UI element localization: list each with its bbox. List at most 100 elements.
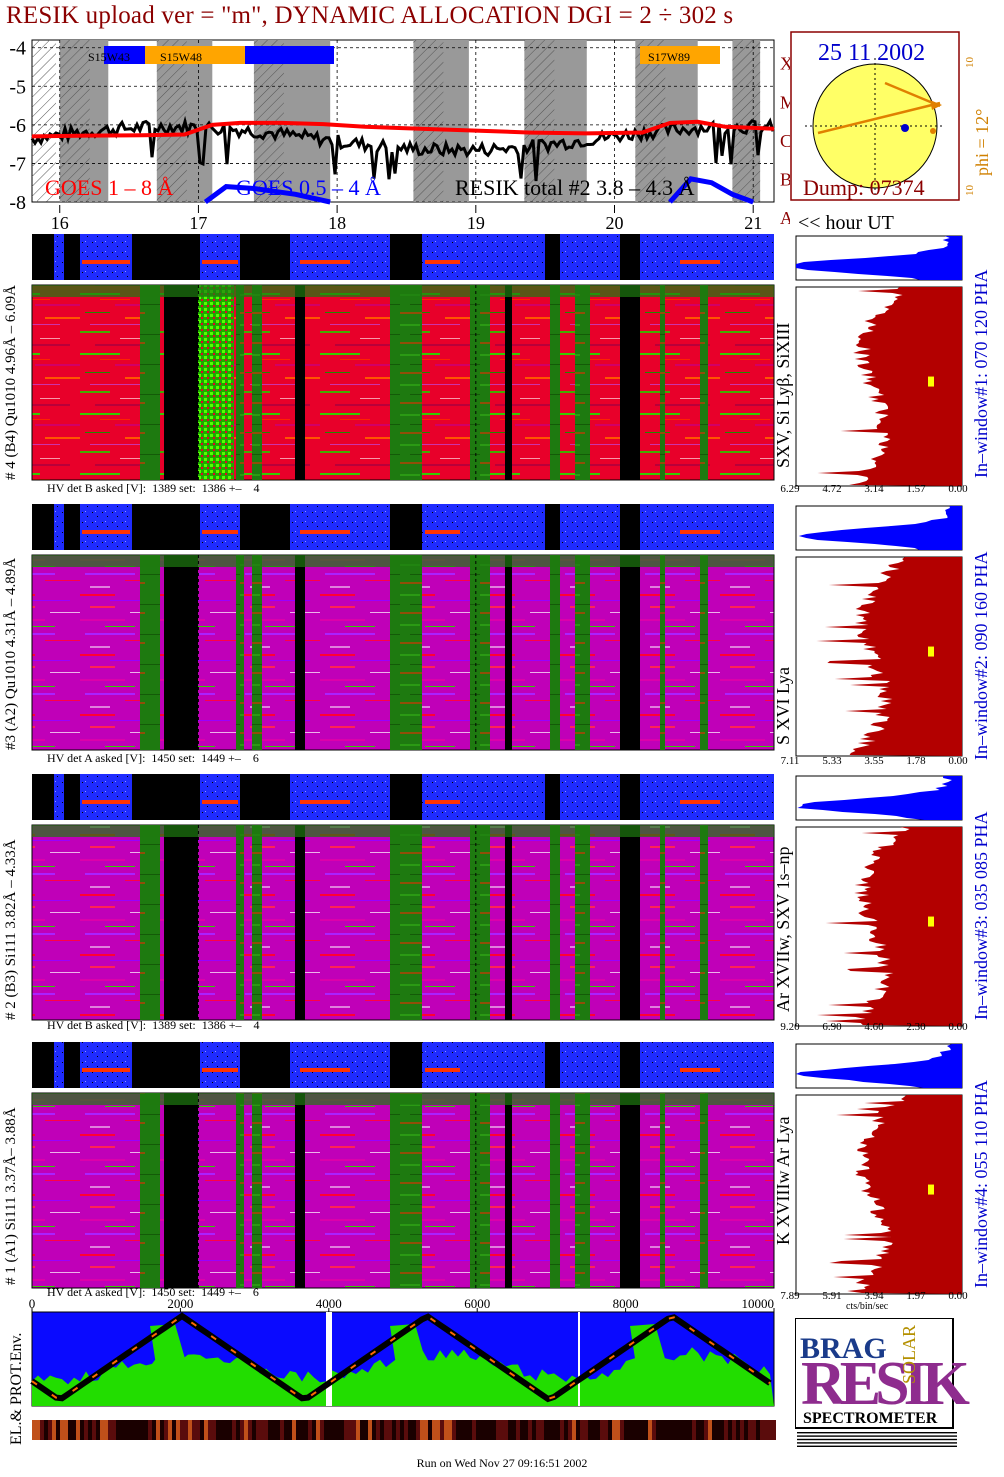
series-1-point (419, 128, 421, 130)
series-2-point (225, 186, 227, 188)
window-label-2: In–window#2: 090 160 PHA (971, 551, 991, 760)
env-green-region (32, 1324, 774, 1406)
page-title: RESIK upload ver = "m", DYNAMIC ALLOCATI… (6, 2, 734, 29)
hv-readout-3: HV det B asked [V]: 1389 set: 1386 +– 4 (47, 1018, 260, 1032)
legend-goes-long: GOES 1 – 8 Å (45, 175, 173, 200)
pha-tick: 5.91 (822, 1290, 841, 1302)
series-2-point (295, 193, 297, 195)
bottom-tick: 8000 (613, 1296, 639, 1311)
run-timestamp: Run on Wed Nov 27 09:16:51 2002 (416, 1456, 588, 1470)
logo-spectrometer: SPECTROMETER (803, 1410, 938, 1427)
environment-panel: 0 2000 4000 6000 8000 10000 (29, 1296, 776, 1440)
panel-3 (31, 774, 963, 1027)
logo-resik: RESIK (801, 1350, 970, 1418)
legend-resik-total: RESIK total #2 3.8 – 4.3 Å (455, 175, 695, 200)
window-label-1: In–window#1: 070 120 PHA (971, 269, 991, 478)
pha-mini-fill (798, 506, 962, 550)
spectral-panels (31, 234, 963, 1295)
line-trace (82, 530, 130, 534)
line-trace (425, 260, 460, 264)
line-trace (300, 530, 350, 534)
goes-class-B: B (780, 169, 790, 189)
orbit-track-hot (31, 1314, 771, 1401)
solar-disk-panel: 25 11 2002 Dump: 07374 phi = 12° 10 10 (790, 31, 992, 201)
channel-label-2: #3 (A2) Qu1010 4.31Å – 4.89Å (3, 557, 19, 750)
night-shading (32, 40, 761, 202)
hour-tick: 17 (189, 213, 207, 233)
pha-tick: 4.72 (822, 483, 841, 495)
ar-bar-orange-2 (640, 46, 720, 64)
goes-series (31, 119, 775, 205)
series-1-point (773, 128, 775, 130)
hatch-band (32, 40, 56, 202)
pha-xticks-4: 7.89 5.91 3.94 1.97 0.00 (780, 1290, 968, 1302)
line-trace (300, 800, 350, 804)
series-3-point (711, 182, 713, 184)
goes-y-tick: -7 (9, 153, 26, 175)
line-trace (202, 1068, 238, 1072)
series-1-point (641, 132, 643, 134)
series-3-point (752, 201, 754, 203)
pha-tick: 1.78 (906, 755, 926, 767)
pha-xticks-1: 6.29 4.72 3.14 1.57 0.00 (780, 483, 968, 495)
line-trace (202, 530, 238, 534)
logo-solar: SOLAR (899, 1325, 919, 1384)
series-3-point (690, 178, 692, 180)
series-1-point (86, 135, 88, 137)
line-trace (425, 800, 460, 804)
pha-tick: 3.14 (864, 483, 884, 495)
ar-bar-orange (145, 46, 245, 64)
goes-y-tick: -6 (9, 115, 26, 137)
series-1-point (669, 122, 671, 124)
pha-mini-fill (796, 236, 962, 280)
legend-goes-short: GOES 0.5 – 4 Å (236, 175, 381, 200)
hour-axis-label: << hour UT (798, 212, 894, 234)
pha-marker (928, 646, 934, 657)
window-label-3: In–window#3: 035 085 PHA (971, 811, 991, 1020)
line-trace (425, 1068, 460, 1072)
goes-y-tick: -5 (9, 76, 26, 98)
pha-spectrum-fill (829, 1095, 962, 1294)
pha-tick: 6.90 (822, 1021, 842, 1033)
resik-count-curve (30, 115, 775, 182)
channel-label-3: # 2 (B3) Si111 3.82Å – 4.33Å (3, 839, 19, 1020)
pha-tick: 1.97 (906, 1290, 926, 1302)
series-1-point (530, 132, 532, 134)
series-1-point (281, 122, 283, 124)
pha-spectrum-fill (817, 287, 962, 486)
pha-tick: 7.89 (780, 1290, 800, 1302)
pha-tick: 9.20 (780, 1021, 800, 1033)
line-trace (202, 800, 238, 804)
bottom-tick: 6000 (464, 1296, 490, 1311)
pha-tick: 0.00 (948, 483, 968, 495)
series-1-point (364, 126, 366, 128)
goes-y-tick: -8 (9, 192, 26, 214)
goes-class-A: A (780, 208, 790, 228)
series-3-point (731, 193, 733, 195)
series-1-point (184, 134, 186, 135)
hour-axis: 16 17 18 19 20 21 << hour UT (51, 205, 894, 234)
line-trace (300, 260, 350, 264)
series-2-point (253, 188, 255, 189)
pha-tick: 0.00 (948, 1290, 968, 1302)
lines-label-4: K XVIIIw Ar Lya (773, 1116, 793, 1245)
pha-tick: 0.00 (948, 755, 968, 767)
hv-readout-1: HV det B asked [V]: 1389 set: 1386 +– 4 (47, 481, 260, 495)
bottom-tick: 0 (29, 1296, 36, 1311)
pha-tick: 4.60 (864, 1021, 884, 1033)
line-trace (680, 800, 720, 804)
observation-date: 25 11 2002 (818, 40, 925, 66)
pha-tick: 0.00 (948, 1021, 968, 1033)
ar-label-3: S17W89 (648, 50, 690, 64)
pha-unit: cts/bin/sec (846, 1301, 889, 1312)
pha-xticks-3: 9.20 6.90 4.60 2.30 0.00 (780, 1021, 968, 1033)
line-trace (82, 260, 130, 264)
bottom-tick: 10000 (742, 1296, 775, 1311)
ar-label-2: S15W48 (160, 50, 202, 64)
pha-tick: 2.30 (906, 1021, 926, 1033)
goes-class-C: C (780, 131, 790, 151)
hour-tick: 21 (744, 213, 762, 233)
hour-tick: 16 (51, 213, 69, 233)
pha-marker (928, 916, 934, 927)
